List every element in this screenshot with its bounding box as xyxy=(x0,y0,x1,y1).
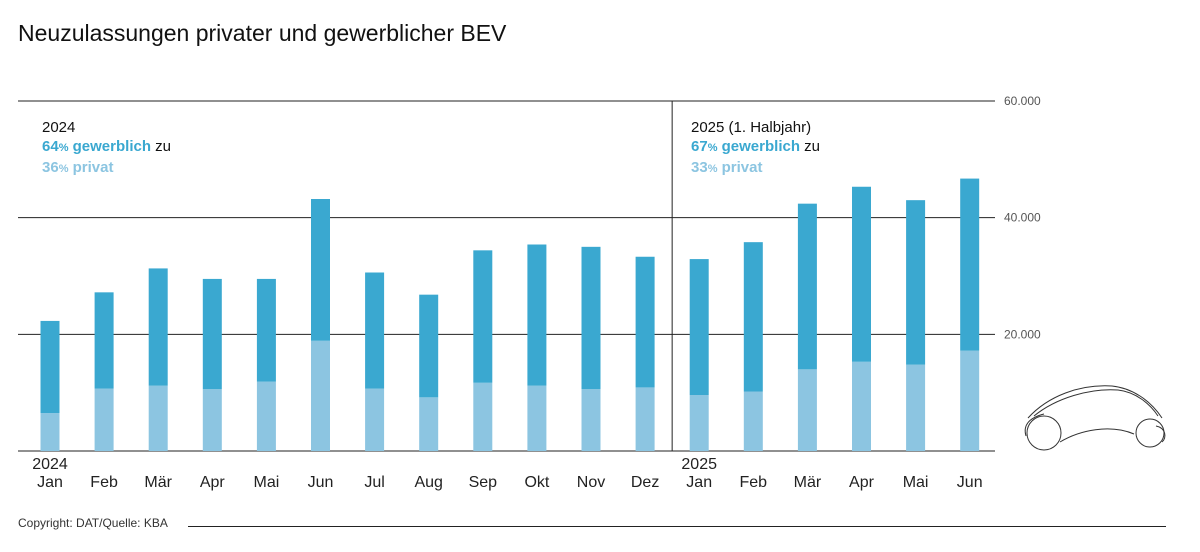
annotation-2025-gewerblich-pct: 67 xyxy=(691,138,708,155)
bar-gewerblich xyxy=(419,294,439,398)
x-year-label: 2024 xyxy=(32,456,68,473)
annotation-2024-privat-unit: % xyxy=(58,163,69,175)
annotation-2024-privat-pct: 36 xyxy=(42,159,59,176)
bar-privat xyxy=(581,389,601,451)
bar-privat xyxy=(202,389,222,451)
bar-privat xyxy=(40,413,60,451)
bar-gewerblich xyxy=(40,320,60,414)
bar-privat xyxy=(94,388,114,451)
annotation-2024-gewerblich-label: gewerblich xyxy=(68,138,151,155)
bar-privat xyxy=(906,364,926,451)
bar-gewerblich xyxy=(148,268,168,386)
x-tick-label: Mai xyxy=(903,474,929,491)
bar-gewerblich xyxy=(797,203,817,370)
bar-gewerblich xyxy=(635,256,655,388)
x-tick-label: Jun xyxy=(308,474,334,491)
x-tick-label: Feb xyxy=(740,474,768,491)
annotation-2025-zu: zu xyxy=(800,138,821,155)
bar-gewerblich xyxy=(581,246,601,390)
annotation-2025-gewerblich-label: gewerblich xyxy=(717,138,800,155)
bar-gewerblich xyxy=(365,272,385,389)
x-tick-label: Jan xyxy=(686,474,712,491)
bar-privat xyxy=(311,340,330,451)
bar-gewerblich xyxy=(94,292,114,389)
annotation-2025-privat-pct: 33 xyxy=(691,159,708,176)
annotation-2024-zu: zu xyxy=(151,138,172,155)
bar-gewerblich xyxy=(906,200,926,365)
x-tick-label: Mär xyxy=(794,474,822,491)
x-tick-label: Apr xyxy=(849,474,875,491)
bar-privat xyxy=(960,350,980,451)
bar-gewerblich xyxy=(256,278,276,382)
bar-privat xyxy=(527,385,547,451)
x-tick-label: Mai xyxy=(254,474,280,491)
x-tick-label: Okt xyxy=(524,474,549,491)
bar-privat xyxy=(852,361,871,451)
annotation-2025-privat-label: privat xyxy=(717,159,763,176)
x-tick-label: Sep xyxy=(469,474,498,491)
x-tick-label: Jan xyxy=(37,474,63,491)
bar-gewerblich xyxy=(852,186,871,362)
annotation-2024-year: 2024 xyxy=(42,119,76,136)
bar-privat xyxy=(419,397,439,451)
bar-privat xyxy=(689,395,709,451)
footer-rule xyxy=(188,526,1166,527)
x-tick-label: Nov xyxy=(577,474,605,491)
annotation-2025: 2025 (1. Halbjahr) 67% gewerblich zu 33%… xyxy=(691,118,820,179)
bar-privat xyxy=(797,369,817,451)
chart-title: Neuzulassungen privater und gewerblicher… xyxy=(18,20,507,46)
annotation-2025-privat-unit: % xyxy=(707,163,718,175)
x-tick-label: Dez xyxy=(631,474,659,491)
y-tick-label: 40.000 xyxy=(1004,211,1041,225)
bar-gewerblich xyxy=(473,250,493,383)
bar-gewerblich xyxy=(743,242,763,392)
annotation-2024-gewerblich-pct: 64 xyxy=(42,138,59,155)
bar-privat xyxy=(148,385,168,451)
bar-gewerblich xyxy=(527,244,547,386)
source-footer: Copyright: DAT/Quelle: KBA xyxy=(18,516,168,530)
bar-privat xyxy=(743,391,763,451)
bar-gewerblich xyxy=(202,278,222,390)
bar-privat xyxy=(473,382,493,451)
x-tick-label: Aug xyxy=(414,474,442,491)
annotation-2025-gewerblich-unit: % xyxy=(707,142,718,154)
x-tick-label: Jul xyxy=(364,474,384,491)
x-year-label: 2025 xyxy=(681,456,717,473)
annotation-2024-privat-label: privat xyxy=(68,159,114,176)
annotation-2025-year: 2025 (1. Halbjahr) xyxy=(691,119,812,136)
annotation-2024-gewerblich-unit: % xyxy=(58,142,69,154)
bar-gewerblich xyxy=(689,259,709,395)
x-tick-label: Jun xyxy=(957,474,983,491)
bar-privat xyxy=(635,387,655,451)
annotation-2024: 2024 64% gewerblich zu 36% privat xyxy=(42,118,171,179)
bar-gewerblich xyxy=(960,178,980,351)
x-tick-label: Apr xyxy=(200,474,226,491)
y-tick-label: 20.000 xyxy=(1004,327,1041,341)
car-outline-icon xyxy=(1024,385,1166,451)
bar-privat xyxy=(365,388,385,451)
y-tick-label: 60.000 xyxy=(1004,94,1041,108)
bar-privat xyxy=(256,381,276,451)
x-tick-label: Mär xyxy=(144,474,172,491)
bar-gewerblich xyxy=(311,199,330,341)
x-tick-label: Feb xyxy=(90,474,118,491)
